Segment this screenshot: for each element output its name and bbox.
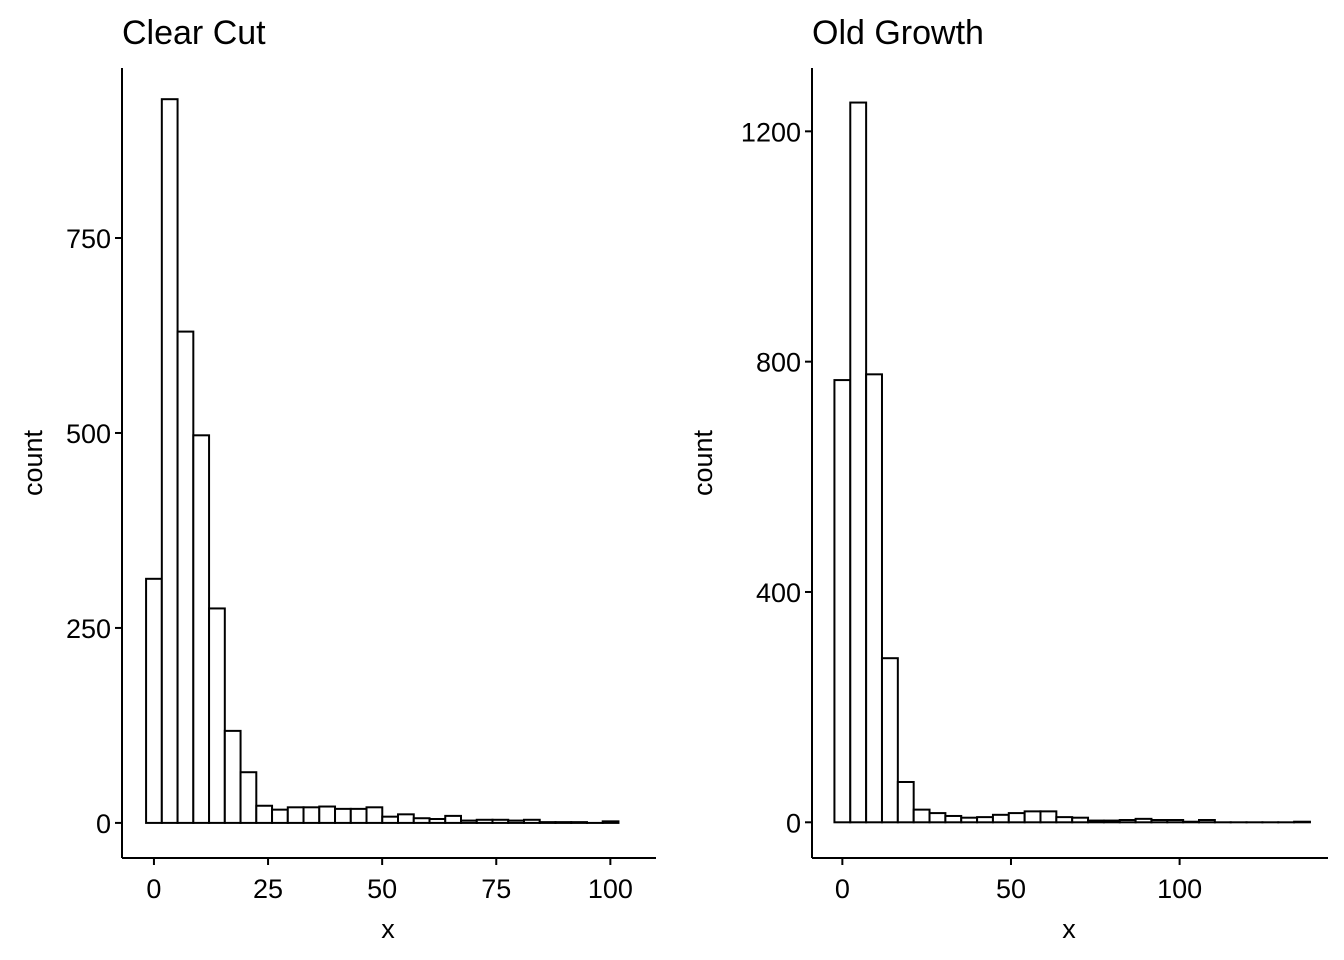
chart-title: Clear Cut <box>122 14 266 52</box>
histogram-bar <box>475 818 494 824</box>
histogram-bar <box>1293 820 1311 824</box>
x-tick-label: 100 <box>588 874 633 904</box>
axes: 0 400 800 1200 0 50 100 <box>741 68 1328 904</box>
histogram-bar <box>880 657 899 824</box>
y-tick-label: 1200 <box>741 117 801 147</box>
x-axis-title: x <box>1062 914 1076 944</box>
histogram-bar <box>397 813 415 824</box>
chart-title: Old Growth <box>812 14 984 52</box>
histogram-bar <box>1007 812 1026 824</box>
histogram-bar <box>192 434 211 824</box>
histogram-bar <box>208 607 226 824</box>
histogram-bar <box>1118 819 1137 824</box>
histogram-bar <box>1134 817 1153 824</box>
histogram-bar <box>271 808 289 824</box>
histogram-bar <box>491 818 510 824</box>
histogram-bar <box>522 818 541 824</box>
histogram-bar <box>1039 810 1058 824</box>
histogram-bar <box>1071 816 1090 824</box>
histogram-bar <box>601 820 620 824</box>
x-axis-title: x <box>381 914 395 944</box>
histogram-bar <box>444 814 462 824</box>
x-tick-label: 0 <box>835 874 850 904</box>
histogram-bar <box>365 806 384 824</box>
y-axis-title: count <box>688 429 718 496</box>
x-tick-label: 100 <box>1157 874 1202 904</box>
histogram-bar <box>318 805 337 824</box>
histogram-bar <box>428 818 447 824</box>
histogram-bar <box>381 815 400 824</box>
histogram-bar <box>1087 819 1105 824</box>
histogram-bar <box>1166 819 1185 824</box>
histogram-bar <box>302 806 321 824</box>
histogram-bar <box>239 771 258 824</box>
histogram-bar <box>570 821 588 824</box>
y-tick-label: 0 <box>96 809 111 839</box>
bars <box>833 101 1311 824</box>
histogram-bar <box>976 816 994 824</box>
histogram-bar <box>145 577 163 824</box>
histogram-bar <box>255 804 274 824</box>
histogram-bar <box>160 98 179 824</box>
y-tick-label: 500 <box>66 419 111 449</box>
histogram-bar <box>286 806 305 824</box>
histogram-bar <box>176 330 195 824</box>
x-tick-label: 75 <box>481 874 511 904</box>
histogram-bar <box>833 379 852 824</box>
histogram-bar <box>1150 819 1169 824</box>
histogram-bar <box>554 821 573 824</box>
y-axis-title: count <box>18 429 48 496</box>
y-tick-label: 0 <box>786 808 801 838</box>
y-tick-label: 750 <box>66 224 111 254</box>
histogram-bar <box>960 816 979 824</box>
histogram-bar <box>223 729 242 824</box>
x-tick-label: 25 <box>253 874 283 904</box>
histogram-bar <box>538 821 557 824</box>
histogram-bar <box>865 373 883 824</box>
histogram-bar <box>1102 819 1121 824</box>
histogram-bar <box>849 101 868 824</box>
y-tick-label: 250 <box>66 614 111 644</box>
axes: 0 250 500 750 0 25 50 75 100 <box>66 68 656 904</box>
histogram-bar <box>334 807 352 824</box>
histogram-bar <box>1198 819 1216 824</box>
x-tick-label: 50 <box>996 874 1026 904</box>
panel-old-growth: Old Growth count x 0 400 800 1200 0 50 100 <box>688 14 1328 944</box>
bars <box>145 98 620 824</box>
histogram-bar <box>460 819 478 824</box>
histogram-bar <box>349 807 368 824</box>
histogram-bar <box>1055 816 1074 824</box>
histogram-bar <box>507 819 525 824</box>
y-tick-label: 400 <box>756 578 801 608</box>
histogram-bar <box>1023 810 1042 824</box>
panel-clear-cut: Clear Cut count x 0 250 500 750 0 25 50 75 100 <box>18 14 656 944</box>
histogram-bar <box>1182 820 1201 824</box>
histogram-bar <box>991 813 1010 824</box>
histogram-bar <box>896 780 915 824</box>
histogram-bar <box>412 817 431 824</box>
y-tick-label: 800 <box>756 348 801 378</box>
histogram-bar <box>912 808 931 824</box>
x-tick-label: 0 <box>146 874 161 904</box>
histogram-bar <box>944 814 963 824</box>
histogram-bar <box>928 812 947 824</box>
x-tick-label: 50 <box>367 874 397 904</box>
